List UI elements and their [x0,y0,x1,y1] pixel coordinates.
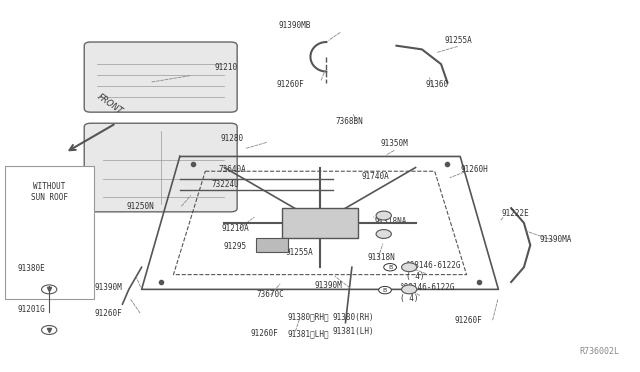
Circle shape [42,285,57,294]
Text: 91381①LH②: 91381①LH② [288,329,330,338]
Text: 91380E: 91380E [17,264,45,273]
Text: 91390M: 91390M [314,281,342,290]
Text: 91201G: 91201G [17,305,45,314]
Text: 91318NA: 91318NA [374,217,406,225]
Text: WITHOUT
SUN ROOF: WITHOUT SUN ROOF [31,182,68,202]
Text: 91260F: 91260F [95,309,122,318]
Text: 91380(RH): 91380(RH) [333,312,374,321]
Text: 91222E: 91222E [502,209,529,218]
Text: 91390MB: 91390MB [278,21,310,30]
Text: 91260F: 91260F [455,316,483,325]
Text: 91740A: 91740A [362,172,389,181]
Text: 91255A: 91255A [444,36,472,45]
Circle shape [379,286,392,294]
Text: 91280: 91280 [220,134,244,142]
Text: 91390MA: 91390MA [540,235,572,244]
Circle shape [376,211,392,220]
Text: 91360: 91360 [425,80,448,89]
Text: 91380①RH②: 91380①RH② [288,312,330,321]
Text: 91210: 91210 [215,63,238,72]
FancyBboxPatch shape [4,166,94,299]
Text: 91350M: 91350M [381,139,408,148]
Text: 73640A: 73640A [218,165,246,174]
Circle shape [376,230,392,238]
Text: 91295: 91295 [223,243,246,251]
Text: R736002L: R736002L [579,347,620,356]
Text: 91390M: 91390M [95,283,122,292]
FancyBboxPatch shape [84,42,237,112]
Text: 91255A: 91255A [286,248,314,257]
Bar [282,208,358,238]
Text: 91260F: 91260F [251,329,278,338]
Text: °08146-6122G
( 4): °08146-6122G ( 4) [406,261,461,280]
Text: 7368BN: 7368BN [336,117,364,126]
Text: 73670C: 73670C [256,291,284,299]
FancyBboxPatch shape [84,123,237,212]
Text: B: B [388,265,392,270]
Text: 91250N: 91250N [127,202,154,211]
Circle shape [42,326,57,334]
Circle shape [401,263,417,272]
Text: 73224U: 73224U [212,180,239,189]
Bar [256,238,288,253]
Text: °08146-6122G
( 4): °08146-6122G ( 4) [399,283,455,303]
Text: 91381(LH): 91381(LH) [333,327,374,336]
Text: 91260H: 91260H [460,165,488,174]
Text: FRONT: FRONT [95,92,124,116]
Text: 91260F: 91260F [276,80,304,89]
Text: 91210A: 91210A [221,224,249,233]
Circle shape [401,285,417,294]
Circle shape [384,263,396,271]
Text: B: B [383,288,387,293]
Text: 91318N: 91318N [368,253,396,263]
